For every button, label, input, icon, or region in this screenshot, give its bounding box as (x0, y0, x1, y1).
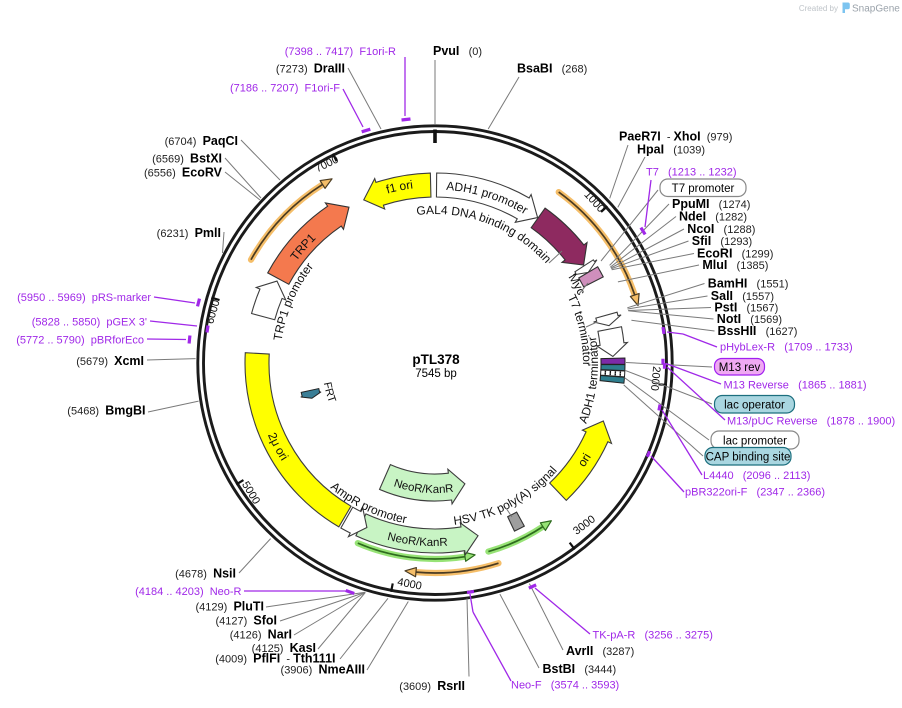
svg-text:2000: 2000 (648, 366, 662, 392)
svg-text:pHybLex-R (1709 .. 1733): pHybLex-R (1709 .. 1733) (720, 342, 853, 354)
svg-text:SnapGene: SnapGene (852, 4, 900, 15)
svg-text:(3609) RsrII: (3609) RsrII (399, 679, 465, 693)
svg-text:SalI (1557): SalI (1557) (711, 289, 774, 303)
svg-text:BssHII (1627): BssHII (1627) (718, 324, 798, 338)
svg-text:Created by: Created by (799, 4, 838, 13)
svg-text:PvuI (0): PvuI (0) (433, 44, 482, 58)
svg-text:Neo-F (3574 .. 3593): Neo-F (3574 .. 3593) (511, 680, 619, 692)
svg-text:MluI (1385): MluI (1385) (702, 258, 768, 272)
svg-text:M13 Reverse (1865 .. 1881): M13 Reverse (1865 .. 1881) (724, 380, 867, 392)
svg-text:AvrII (3287): AvrII (3287) (566, 644, 634, 658)
svg-text:NdeI (1282): NdeI (1282) (679, 210, 747, 224)
svg-text:TK-pA-R (3256 .. 3275): TK-pA-R (3256 .. 3275) (593, 630, 713, 642)
svg-text:(5828 .. 5850) pGEX 3': (5828 .. 5850) pGEX 3' (32, 317, 147, 329)
svg-text:L4440 (2096 .. 2113): L4440 (2096 .. 2113) (703, 470, 810, 482)
svg-text:lac promoter: lac promoter (723, 435, 787, 447)
svg-text:(4127) SfoI: (4127) SfoI (215, 614, 277, 628)
svg-text:T7 (1213 .. 1232): T7 (1213 .. 1232) (646, 167, 737, 179)
svg-text:HpaI (1039): HpaI (1039) (637, 143, 705, 157)
svg-text:PaeR7I - XhoI (979): PaeR7I - XhoI (979) (619, 130, 732, 144)
svg-text:(5772 .. 5790) pBRforEco: (5772 .. 5790) pBRforEco (16, 334, 144, 346)
svg-text:(4009) PflFI - Tth111I: (4009) PflFI - Tth111I (215, 652, 335, 666)
svg-text:T7 promoter: T7 promoter (672, 183, 735, 195)
svg-text:7545 bp: 7545 bp (415, 368, 457, 380)
svg-text:(6556) EcoRV: (6556) EcoRV (144, 166, 223, 180)
svg-text:BstBI (3444): BstBI (3444) (543, 662, 617, 676)
svg-text:M13 rev: M13 rev (719, 362, 761, 374)
svg-text:(6704) PaqCI: (6704) PaqCI (165, 134, 238, 148)
svg-text:(6231) PmlI: (6231) PmlI (157, 226, 221, 240)
svg-text:CAP binding site: CAP binding site (706, 452, 791, 464)
svg-text:BsaBI (268): BsaBI (268) (517, 62, 587, 76)
svg-text:(6569) BstXI: (6569) BstXI (152, 152, 222, 166)
svg-text:PpuMI (1274): PpuMI (1274) (672, 197, 750, 211)
svg-text:4000: 4000 (396, 576, 422, 592)
svg-text:NcoI (1288): NcoI (1288) (687, 222, 755, 236)
svg-text:EcoRI (1299): EcoRI (1299) (697, 247, 773, 261)
svg-text:(5679) XcmI: (5679) XcmI (76, 354, 144, 368)
svg-text:lac operator: lac operator (724, 400, 785, 412)
svg-text:(4126) NarI: (4126) NarI (230, 628, 292, 642)
svg-text:(4125) KasI: (4125) KasI (252, 641, 316, 655)
svg-text:SfiI (1293): SfiI (1293) (692, 234, 752, 248)
svg-text:(7273) DraIII: (7273) DraIII (276, 62, 345, 76)
svg-text:pTL378: pTL378 (412, 352, 460, 367)
svg-text:(5950 .. 5969) pRS-marker: (5950 .. 5969) pRS-marker (17, 292, 151, 304)
svg-text:pBR322ori-F (2347 .. 2366): pBR322ori-F (2347 .. 2366) (685, 487, 825, 499)
svg-text:(4678) NsiI: (4678) NsiI (175, 567, 236, 581)
svg-text:f1 ori: f1 ori (384, 177, 413, 196)
svg-text:PstI (1567): PstI (1567) (714, 301, 778, 315)
svg-text:(7398 .. 7417) F1ori-R: (7398 .. 7417) F1ori-R (285, 46, 396, 58)
svg-text:(4184 .. 4203) Neo-R: (4184 .. 4203) Neo-R (135, 586, 241, 598)
svg-text:(7186 .. 7207) F1ori-F: (7186 .. 7207) F1ori-F (230, 83, 340, 95)
svg-text:FRT: FRT (321, 381, 338, 404)
svg-text:(4129) PluTI: (4129) PluTI (196, 600, 264, 614)
svg-text:NotI (1569): NotI (1569) (717, 312, 782, 326)
svg-text:(5468) BmgBI: (5468) BmgBI (67, 404, 145, 418)
svg-text:(3906) NmeAIII: (3906) NmeAIII (281, 663, 365, 677)
svg-text:M13/pUC Reverse (1878 .. 190: M13/pUC Reverse (1878 .. 1900) (727, 416, 895, 428)
svg-text:BamHI (1551): BamHI (1551) (708, 277, 789, 291)
